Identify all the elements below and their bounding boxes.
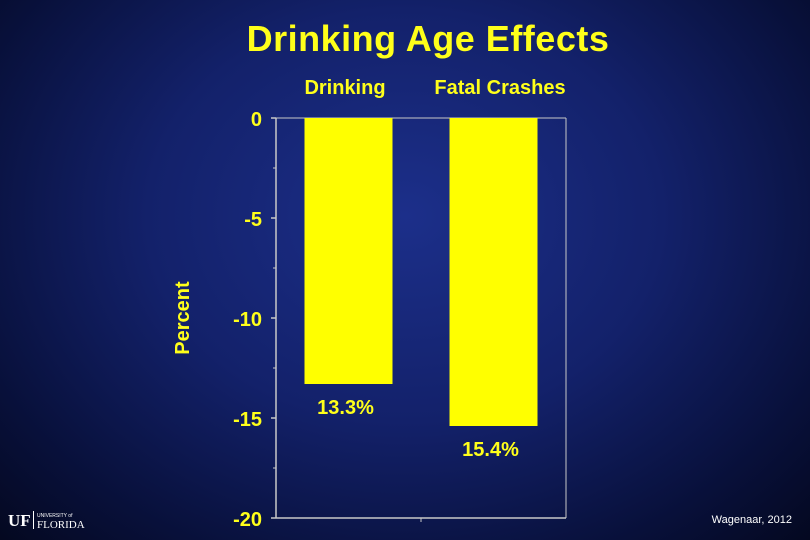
chart-title: Drinking Age Effects: [246, 18, 610, 59]
bar-fatal-crashes: [449, 118, 538, 426]
y-axis-title: Percent: [172, 281, 194, 355]
logo-uf-text: UF: [8, 511, 31, 530]
logo-big-text: FLORIDA: [37, 519, 85, 530]
data-label: 13.3%: [317, 397, 374, 419]
university-logo: UF UNIVERSITY of FLORIDA: [8, 511, 85, 530]
chart-labels: Drinking 13.3% Fatal Crashes 15.4%: [304, 77, 565, 461]
y-tick-label: -5: [244, 209, 262, 231]
y-tick-label: 0: [251, 109, 262, 131]
data-label: 15.4%: [462, 439, 519, 461]
y-tick-label: -10: [233, 309, 262, 331]
citation: Wagenaar, 2012: [711, 514, 792, 526]
y-tick-label: -15: [233, 409, 262, 431]
chart-bars: [304, 118, 538, 426]
y-tick-label: -20: [233, 509, 262, 531]
chart-axes: 0 -5 -10 -15 -20 Percent: [172, 109, 567, 531]
bar-drinking: [304, 118, 393, 384]
category-label: Drinking: [304, 77, 385, 99]
category-label: Fatal Crashes: [434, 77, 565, 99]
logo-small-text: UNIVERSITY of: [37, 513, 73, 519]
